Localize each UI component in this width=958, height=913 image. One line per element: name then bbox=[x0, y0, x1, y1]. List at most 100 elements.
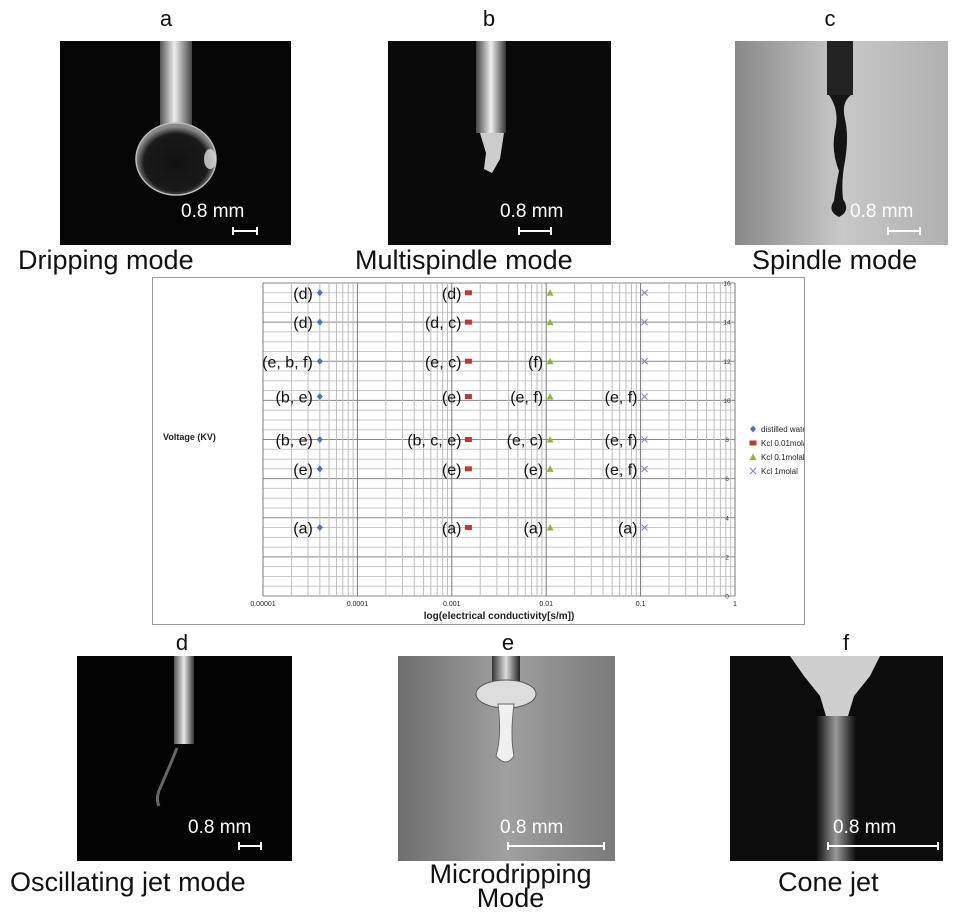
data-point-kcl-0-1 bbox=[546, 289, 554, 296]
photo-microdripping-mode bbox=[398, 656, 615, 861]
legend-entry: Kcl 0.01molal bbox=[761, 439, 804, 448]
data-point-kcl-0-01 bbox=[464, 393, 472, 399]
y-tick-label: 14 bbox=[723, 320, 731, 327]
caption-dripping-mode: Dripping mode bbox=[18, 245, 194, 275]
photo-oscillating-jet-mode bbox=[77, 656, 292, 861]
x-axis-label: log(electrical conductivity[s/m]) bbox=[424, 611, 575, 622]
data-point-distilled-water bbox=[316, 436, 323, 443]
data-point-distilled-water bbox=[316, 392, 323, 400]
point-annotation: (d, c) bbox=[425, 315, 461, 332]
caption-multispindle-mode: Multispindle mode bbox=[355, 245, 573, 275]
point-annotation: (d) bbox=[293, 286, 313, 303]
marker-stroke bbox=[641, 357, 648, 365]
y-tick-label: 0 bbox=[725, 594, 729, 601]
legend-entry: Kcl 1molal bbox=[761, 467, 798, 476]
marker-stroke bbox=[641, 436, 648, 443]
caption-spindle-mode: Spindle mode bbox=[752, 245, 918, 275]
y-tick-label: 16 bbox=[723, 281, 731, 288]
y-tick-label: 6 bbox=[725, 476, 729, 483]
y-tick-label: 4 bbox=[725, 515, 729, 522]
scale-bar-a bbox=[232, 227, 258, 235]
point-annotation: (e, b, f) bbox=[262, 354, 313, 371]
x-tick-label: 0.0001 bbox=[347, 601, 369, 608]
data-point-kcl-1 bbox=[641, 289, 648, 297]
scale-bar-f bbox=[827, 842, 939, 850]
caption-oscillating-jet-mode: Oscillating jet mode bbox=[10, 867, 246, 897]
data-point-kcl-0-1 bbox=[546, 392, 554, 400]
point-annotation: (e, c) bbox=[507, 433, 543, 450]
data-point-kcl-0-01 bbox=[464, 525, 472, 531]
point-annotation: (e, f) bbox=[605, 462, 638, 479]
legend-entry: Kcl 0.1molal bbox=[761, 453, 804, 462]
y-axis-label: Voltage (KV) bbox=[163, 432, 216, 442]
scale-label-a: 0.8 mm bbox=[181, 201, 245, 222]
caption-microdripping-mode: Microdripping Mode bbox=[429, 859, 592, 913]
scale-bar-d bbox=[238, 842, 262, 850]
legend-entry: distilled water bbox=[761, 425, 804, 434]
panel-letter-c: c bbox=[824, 6, 836, 31]
x-tick-label: 0.01 bbox=[539, 601, 553, 608]
point-annotation: (b, c, e) bbox=[407, 433, 461, 450]
point-annotation: (a) bbox=[293, 521, 313, 538]
y-tick-label: 12 bbox=[723, 359, 731, 366]
data-point-kcl-0-01 bbox=[464, 466, 472, 472]
scale-bar-e bbox=[507, 842, 605, 850]
data-point-kcl-0-01 bbox=[464, 290, 472, 296]
chart-frame: 0.00001 0.0001 0.001 0.01 0.1 1 0 2 4 6 8 10 12 14 16 l… bbox=[152, 277, 805, 625]
data-point-kcl-1 bbox=[641, 393, 648, 400]
data-point-kcl-0-1 bbox=[546, 524, 554, 531]
marker-stroke bbox=[641, 524, 648, 531]
point-annotation: (d) bbox=[442, 286, 462, 303]
scale-label-c: 0.8 mm bbox=[850, 201, 914, 222]
photo-spindle-mode bbox=[735, 41, 948, 245]
data-point-distilled-water bbox=[316, 524, 323, 532]
point-annotation: (e, f) bbox=[605, 389, 638, 406]
point-annotation: (a) bbox=[442, 521, 462, 538]
data-point-kcl-0-01 bbox=[464, 358, 472, 364]
point-annotation: (e) bbox=[442, 462, 462, 479]
marker-stroke bbox=[641, 318, 648, 326]
conductivity-voltage-chart: 0.00001 0.0001 0.001 0.01 0.1 10 2 4 6 8 10 12 14 16 l… bbox=[163, 281, 804, 623]
data-point-kcl-0-01 bbox=[464, 437, 472, 442]
point-annotation: (f) bbox=[528, 354, 543, 371]
data-point-distilled-water bbox=[316, 465, 323, 473]
data-point-distilled-water bbox=[316, 318, 323, 326]
point-annotation: (a) bbox=[618, 521, 638, 538]
point-annotation: (a) bbox=[524, 521, 544, 538]
y-tick-label: 2 bbox=[725, 554, 729, 561]
x-tick-label: 0.001 bbox=[443, 601, 461, 608]
marker-stroke bbox=[641, 289, 648, 297]
data-point-distilled-water bbox=[316, 357, 323, 365]
panel-letter-f: f bbox=[842, 630, 850, 655]
point-annotation: (e) bbox=[293, 462, 313, 479]
data-point-kcl-1 bbox=[641, 524, 648, 531]
data-point-kcl-0-1 bbox=[546, 357, 554, 365]
point-annotation: (e, f) bbox=[605, 433, 638, 450]
data-point-kcl-0-1 bbox=[546, 436, 554, 443]
x-tick-label: 0.1 bbox=[636, 601, 646, 608]
panel-letter-d: d bbox=[175, 630, 189, 655]
data-point-kcl-0-1 bbox=[546, 465, 554, 472]
panel-letter-e: e bbox=[501, 630, 515, 655]
data-point-kcl-1 bbox=[749, 467, 757, 475]
scale-label-d: 0.8 mm bbox=[188, 817, 252, 838]
scale-label-b: 0.8 mm bbox=[500, 201, 564, 222]
point-annotation: (d) bbox=[293, 315, 313, 332]
photo-multispindle-mode bbox=[388, 41, 611, 245]
data-point-kcl-1 bbox=[641, 465, 648, 473]
photo-cone-jet bbox=[730, 656, 943, 861]
data-point-kcl-1 bbox=[641, 318, 648, 326]
photo-dripping-mode bbox=[60, 41, 291, 245]
marker-stroke bbox=[749, 467, 757, 475]
y-tick-label: 8 bbox=[725, 437, 729, 444]
data-point-distilled-water bbox=[316, 289, 323, 297]
data-point-kcl-0-1 bbox=[546, 318, 554, 326]
point-annotation: (b, e) bbox=[275, 389, 312, 406]
scale-bar-b bbox=[518, 227, 552, 235]
scale-label-e: 0.8 mm bbox=[500, 817, 564, 838]
data-point-kcl-0-01 bbox=[464, 319, 472, 325]
scale-bar-c bbox=[887, 227, 921, 235]
x-tick-label: 1 bbox=[733, 601, 737, 608]
scale-label-f: 0.8 mm bbox=[833, 817, 897, 838]
caption-cone-jet: Cone jet bbox=[778, 867, 879, 897]
